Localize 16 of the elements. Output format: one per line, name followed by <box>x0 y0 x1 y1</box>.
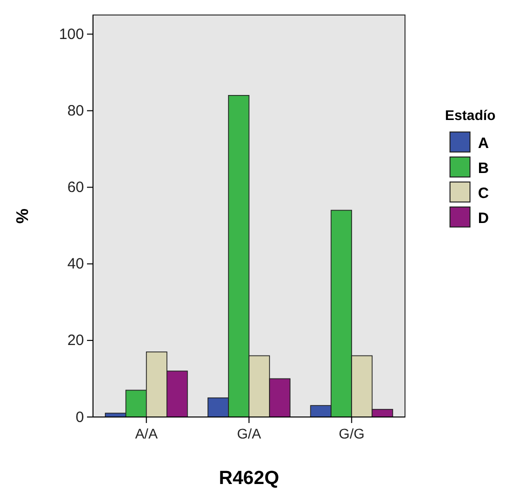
y-axis-title: % <box>13 208 32 224</box>
x-axis-title: R462Q <box>218 468 280 489</box>
y-tick-label: 0 <box>76 408 84 426</box>
x-tick-label: G/G <box>338 426 364 442</box>
y-tick-label: 20 <box>67 332 84 350</box>
y-tick-label: 60 <box>67 179 84 196</box>
legend-label: A <box>478 135 489 152</box>
y-tick-label: 80 <box>67 102 84 120</box>
legend-label: D <box>478 210 489 227</box>
x-tick-label: G/A <box>236 426 262 442</box>
y-tick-label: 100 <box>58 26 84 43</box>
legend-label: B <box>478 160 489 177</box>
y-tick-label: 40 <box>67 256 84 273</box>
legend-title: Estadío <box>445 107 496 123</box>
legend-label: C <box>478 185 489 202</box>
x-tick-label: A/A <box>135 426 158 442</box>
